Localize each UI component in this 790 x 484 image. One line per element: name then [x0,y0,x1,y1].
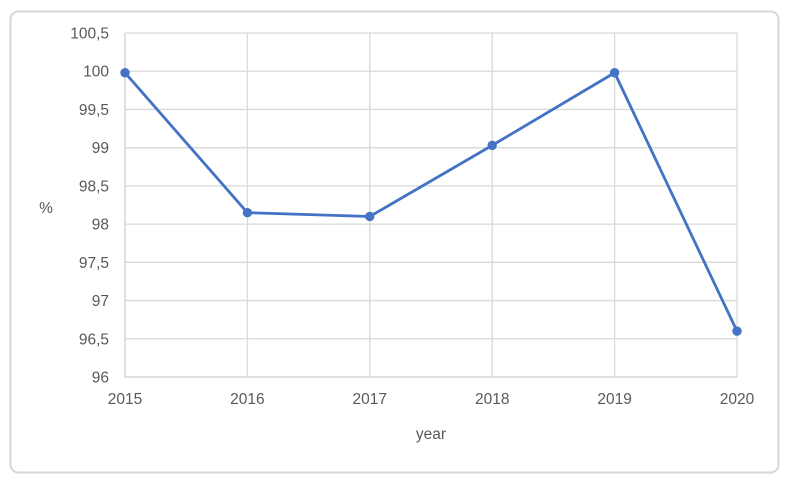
x-tick-label: 2020 [720,391,755,408]
data-series [120,68,742,336]
x-tick-label: 2017 [353,391,387,408]
x-axis-tick-labels: 2015 2016 2017 2018 2019 2020 [108,391,755,408]
y-tick-label: 99 [92,140,109,157]
x-tick-label: 2015 [108,391,142,408]
y-axis-tick-labels: 96 96,5 97 97,5 98 98,5 99 99,5 100 100,5 [70,26,109,387]
x-tick-label: 2018 [475,391,509,408]
x-axis-title: year [416,426,446,443]
series-line [123,71,739,333]
y-axis-title: % [39,200,53,217]
y-tick-label: 100,5 [70,26,109,43]
data-point-marker [120,68,130,78]
figure-border [9,10,780,474]
x-tick-label: 2016 [230,391,264,408]
y-tick-label: 98,5 [79,178,109,195]
data-point-marker [242,207,253,218]
y-tick-label: 97 [92,293,109,310]
data-point-marker [365,211,375,222]
gridlines [124,32,738,378]
y-tick-label: 98 [92,217,109,234]
data-point-marker [609,68,620,78]
data-point-marker [487,140,497,151]
x-tick-label: 2019 [597,391,631,408]
data-point-marker [732,326,742,336]
y-tick-label: 99,5 [79,102,109,119]
y-tick-label: 96,5 [79,331,109,348]
y-tick-label: 97,5 [79,255,109,272]
y-tick-label: 100 [83,64,109,81]
y-tick-label: 96 [92,370,109,387]
